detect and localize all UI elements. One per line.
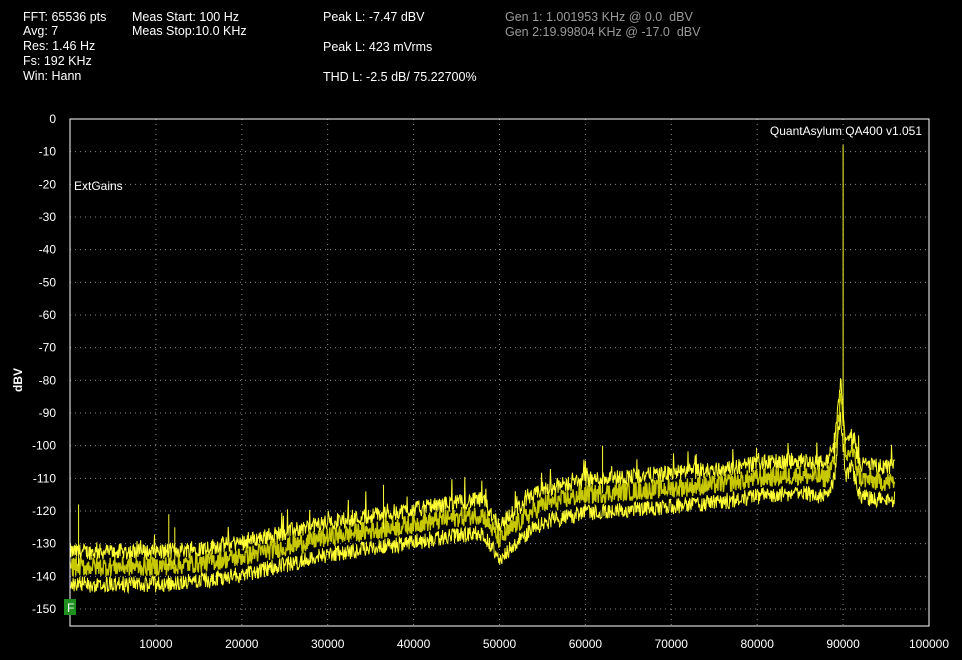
- window-type: Win: Hann: [23, 69, 82, 83]
- x-tick-label: 80000: [741, 637, 775, 651]
- generator-1: Gen 1: 1.001953 KHz @ 0.0 dBV: [505, 10, 693, 24]
- x-tick-label: 70000: [655, 637, 689, 651]
- y-tick-label: -120: [32, 504, 56, 518]
- x-tick-label: 50000: [483, 637, 517, 651]
- x-tick-label: 100000: [909, 637, 949, 651]
- y-tick-label: -50: [39, 275, 57, 289]
- x-tick-label: 10000: [139, 637, 173, 651]
- sample-rate: Fs: 192 KHz: [23, 54, 92, 68]
- x-tick-label: 40000: [397, 637, 431, 651]
- f-marker-label: F: [67, 601, 74, 615]
- y-tick-label: -10: [39, 145, 57, 159]
- meas-start: Meas Start: 100 Hz: [132, 10, 239, 24]
- y-axis-label: dBV: [11, 368, 25, 392]
- fft-points: FFT: 65536 pts: [23, 10, 107, 24]
- x-tick-labels: 10000 20000 30000 40000 50000 60000 70000 80000…: [139, 637, 949, 651]
- x-tick-label: 20000: [225, 637, 259, 651]
- watermark: QuantAsylum QA400 v1.051: [770, 124, 922, 138]
- y-tick-label: -130: [32, 537, 56, 551]
- generator-2: Gen 2:19.99804 KHz @ -17.0 dBV: [505, 25, 701, 39]
- meas-stop: Meas Stop:10.0 KHz: [132, 24, 247, 38]
- peak-dbv: Peak L: -7.47 dBV: [323, 10, 425, 24]
- y-tick-label: -140: [32, 569, 56, 583]
- x-tick-label: 30000: [311, 637, 345, 651]
- y-tick-label: -20: [39, 177, 57, 191]
- averages: Avg: 7: [23, 24, 59, 38]
- y-tick-labels: 0 -10 -20 -30 -40 -50 -60 -70 -80 -90 -100 -110 -120…: [32, 112, 56, 616]
- y-tick-label: -110: [33, 471, 56, 485]
- thd-readout: THD L: -2.5 dB/ 75.22700%: [323, 70, 477, 84]
- y-tick-label: -40: [39, 243, 57, 257]
- spectrum-trace: [69, 145, 896, 595]
- extgains-label: ExtGains: [74, 179, 123, 193]
- grid: [70, 119, 929, 626]
- trace-lower: [69, 412, 896, 595]
- resolution: Res: 1.46 Hz: [23, 39, 96, 53]
- x-tick-label: 90000: [826, 637, 860, 651]
- trace-core: [69, 392, 896, 578]
- y-tick-label: -80: [39, 373, 57, 387]
- f-marker[interactable]: [64, 599, 76, 615]
- y-tick-label: -30: [39, 210, 57, 224]
- trace-upper: [69, 378, 896, 561]
- y-tick-label: -150: [32, 602, 56, 616]
- y-tick-label: -100: [32, 439, 56, 453]
- y-tick-label: 0: [49, 112, 56, 126]
- plot-frame: [69, 118, 930, 627]
- y-tick-label: -70: [39, 341, 57, 355]
- x-tick-label: 60000: [569, 637, 603, 651]
- peak-mvrms: Peak L: 423 mVrms: [323, 40, 433, 54]
- y-tick-label: -60: [39, 308, 57, 322]
- y-tick-label: -90: [39, 406, 57, 420]
